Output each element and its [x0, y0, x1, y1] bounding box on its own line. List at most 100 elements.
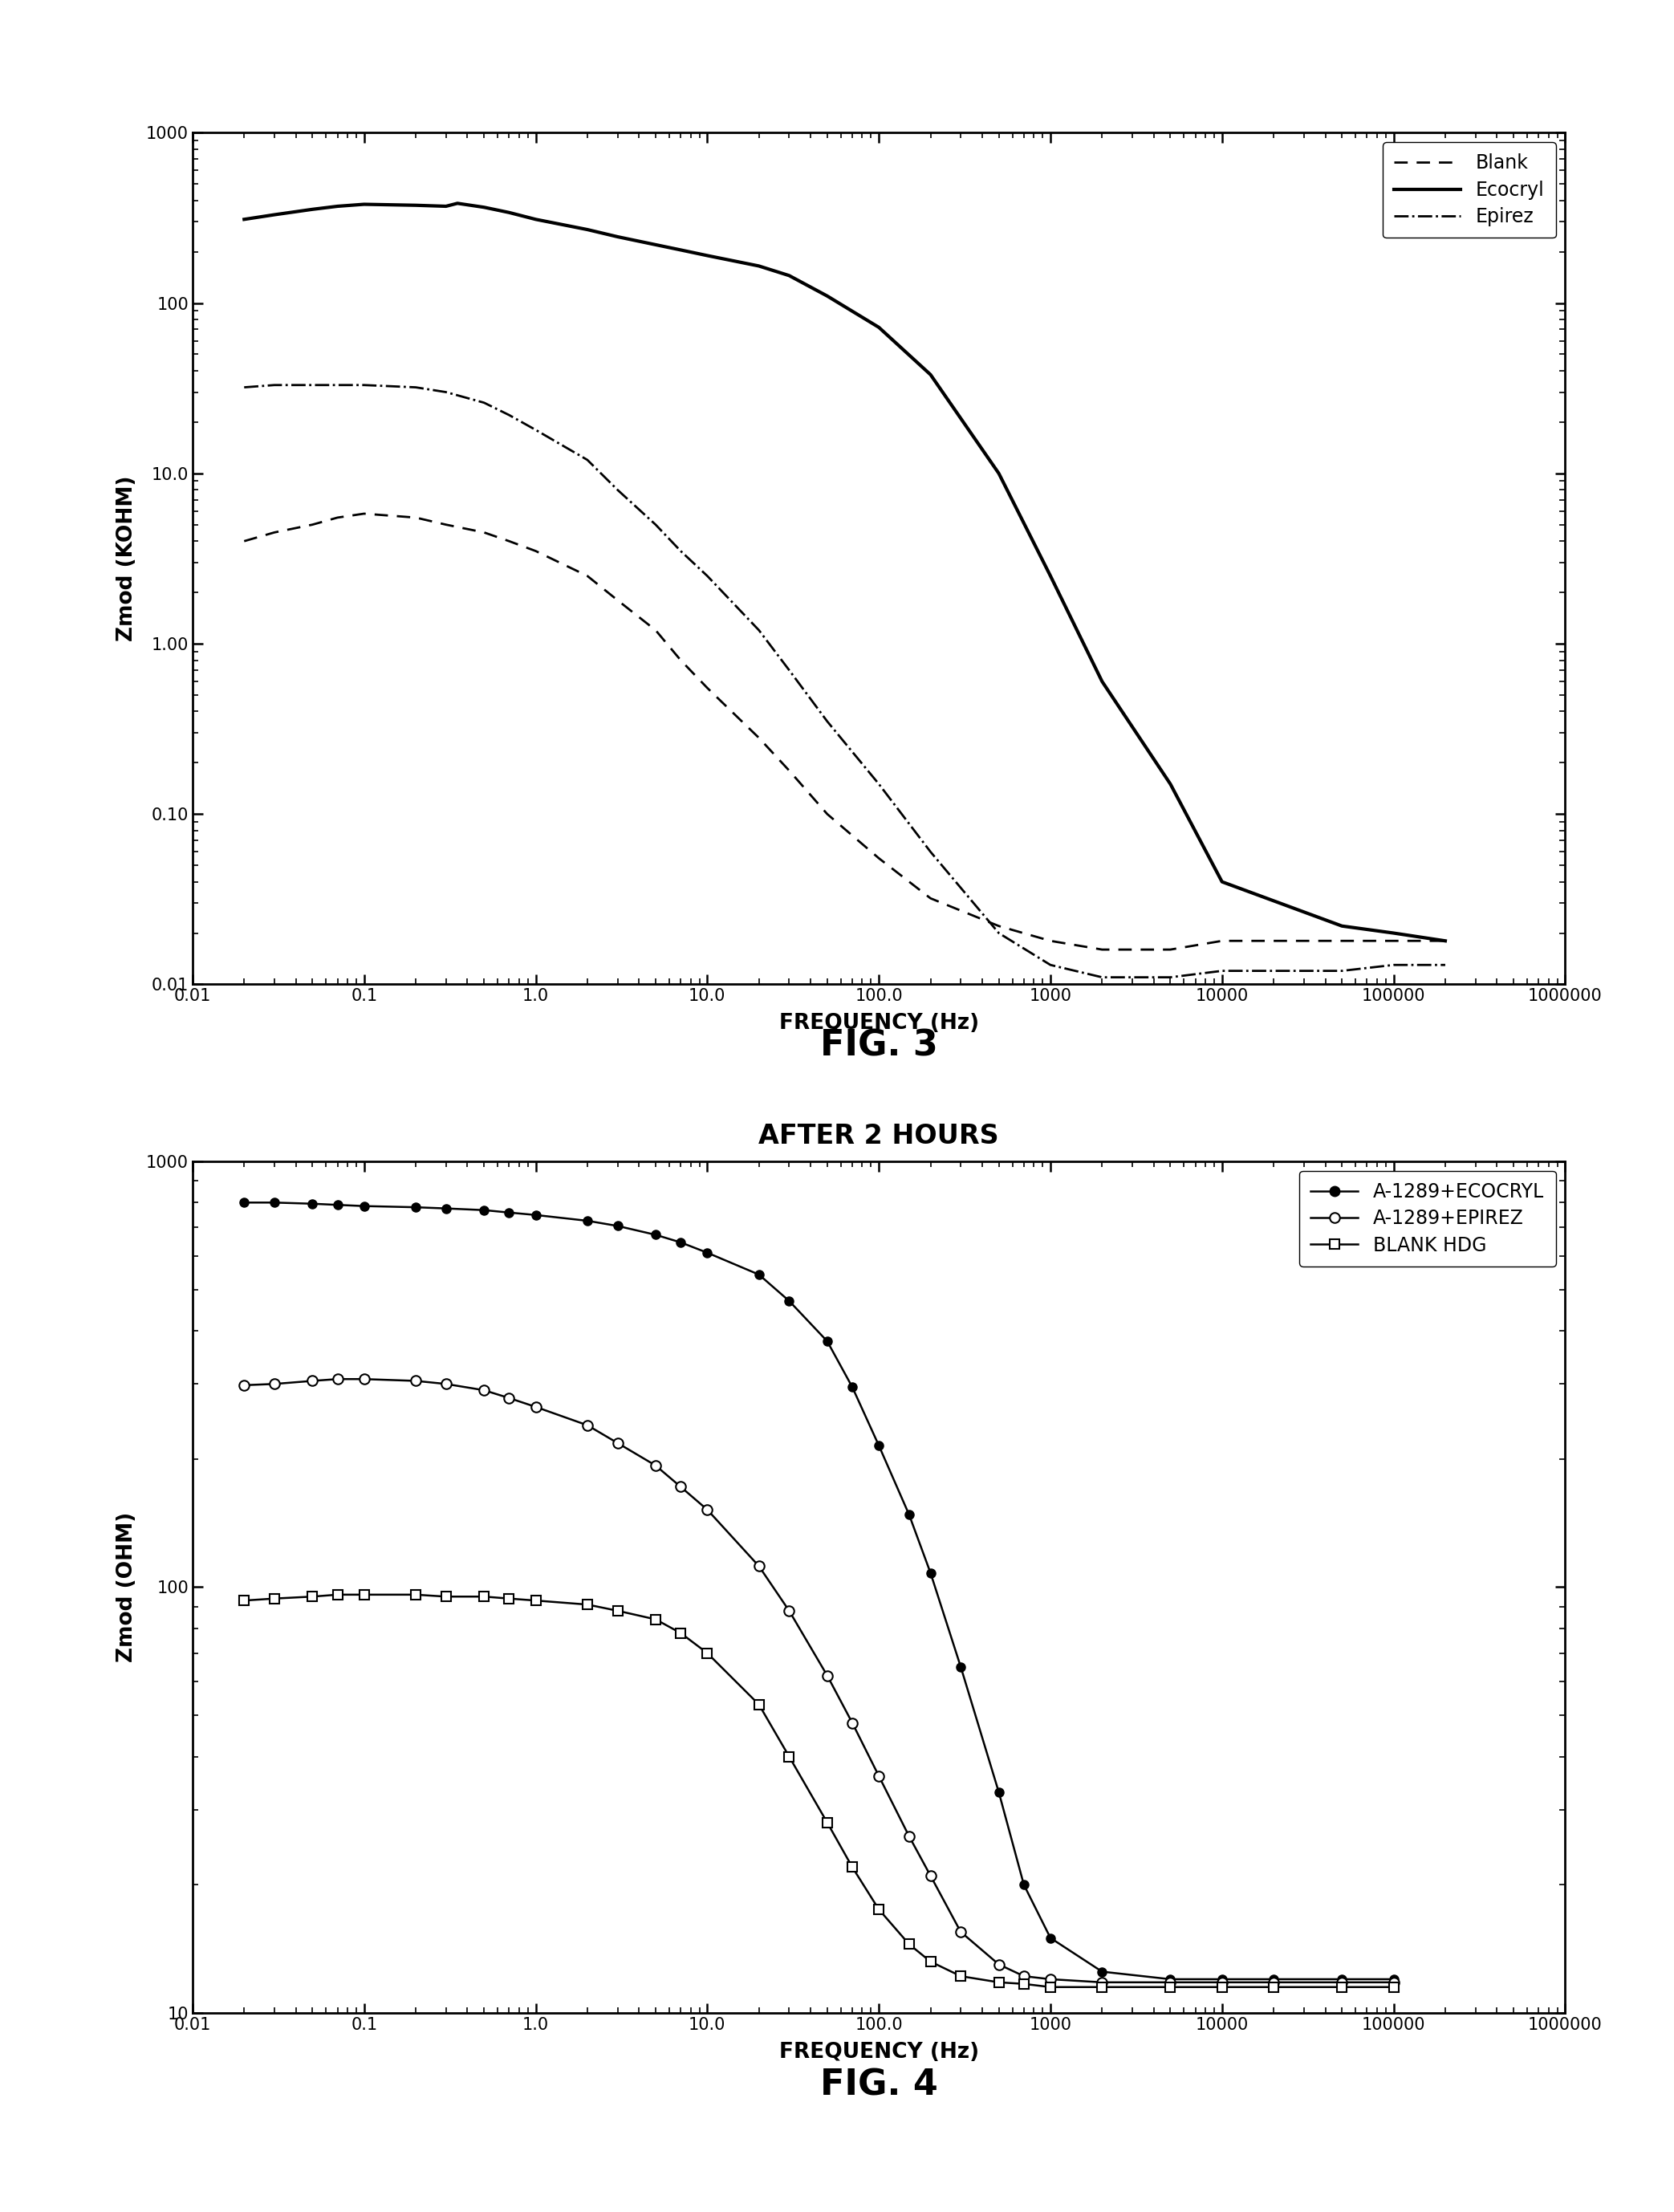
- A-1289+EPIREZ: [405, 1367, 425, 1394]
- BLANK HDG: [1383, 1973, 1403, 2000]
- BLANK HDG: [748, 1692, 768, 1719]
- A-1289+ECOCRYL: [778, 1287, 798, 1314]
- Text: FIG. 4: FIG. 4: [820, 2068, 937, 2104]
- Ecocryl: [234, 206, 254, 232]
- A-1289+EPIREZ: [989, 1951, 1009, 1978]
- Ecocryl: [696, 243, 716, 270]
- Line: Blank: Blank: [244, 513, 1445, 949]
- BLANK HDG: [355, 1582, 375, 1608]
- BLANK HDG: [817, 1809, 837, 1836]
- A-1289+ECOCRYL: [921, 1559, 941, 1586]
- A-1289+EPIREZ: [899, 1823, 919, 1849]
- Epirez: [921, 838, 941, 865]
- Ecocryl: [435, 192, 455, 219]
- Blank: [748, 726, 768, 752]
- Epirez: [1333, 958, 1353, 984]
- Blank: [1160, 936, 1180, 962]
- A-1289+ECOCRYL: [328, 1192, 348, 1219]
- A-1289+ECOCRYL: [842, 1374, 862, 1400]
- A-1289+EPIREZ: [778, 1597, 798, 1624]
- A-1289+EPIREZ: [951, 1918, 971, 1944]
- A-1289+ECOCRYL: [989, 1778, 1009, 1805]
- BLANK HDG: [1014, 1971, 1035, 1997]
- Epirez: [1091, 964, 1112, 991]
- Blank: [646, 617, 666, 644]
- A-1289+EPIREZ: [234, 1371, 254, 1398]
- BLANK HDG: [696, 1639, 716, 1666]
- BLANK HDG: [869, 1896, 889, 1922]
- Epirez: [1383, 951, 1403, 978]
- Ecocryl: [748, 252, 768, 279]
- Blank: [608, 586, 628, 613]
- Blank: [474, 520, 494, 546]
- Blank: [1435, 927, 1455, 953]
- Epirez: [1435, 951, 1455, 978]
- Blank: [1040, 927, 1061, 953]
- A-1289+EPIREZ: [328, 1365, 348, 1391]
- BLANK HDG: [1333, 1973, 1353, 2000]
- A-1289+EPIREZ: [1040, 1966, 1061, 1993]
- Ecocryl: [1435, 927, 1455, 953]
- BLANK HDG: [989, 1969, 1009, 1995]
- A-1289+EPIREZ: [1383, 1969, 1403, 1995]
- A-1289+EPIREZ: [578, 1411, 598, 1438]
- A-1289+ECOCRYL: [817, 1327, 837, 1354]
- Blank: [405, 504, 425, 531]
- Ecocryl: [355, 190, 375, 217]
- Epirez: [355, 372, 375, 398]
- Ecocryl: [608, 223, 628, 250]
- Epirez: [1040, 951, 1061, 978]
- Blank: [1333, 927, 1353, 953]
- Ecocryl: [526, 206, 546, 232]
- A-1289+ECOCRYL: [303, 1190, 323, 1217]
- Epirez: [435, 378, 455, 405]
- A-1289+ECOCRYL: [1264, 1966, 1284, 1993]
- Blank: [355, 500, 375, 526]
- Legend: Blank, Ecocryl, Epirez: Blank, Ecocryl, Epirez: [1383, 142, 1555, 239]
- BLANK HDG: [646, 1606, 666, 1632]
- A-1289+ECOCRYL: [234, 1190, 254, 1217]
- Blank: [435, 511, 455, 538]
- Line: Epirez: Epirez: [244, 385, 1445, 978]
- BLANK HDG: [264, 1586, 285, 1613]
- Epirez: [671, 538, 691, 564]
- Blank: [1383, 927, 1403, 953]
- A-1289+ECOCRYL: [264, 1190, 285, 1217]
- A-1289+ECOCRYL: [1014, 1871, 1035, 1898]
- BLANK HDG: [1091, 1973, 1112, 2000]
- A-1289+EPIREZ: [1264, 1969, 1284, 1995]
- BLANK HDG: [842, 1854, 862, 1880]
- A-1289+ECOCRYL: [748, 1261, 768, 1287]
- Ecocryl: [499, 199, 519, 226]
- A-1289+ECOCRYL: [1040, 1924, 1061, 1951]
- Blank: [264, 520, 285, 546]
- A-1289+ECOCRYL: [474, 1197, 494, 1223]
- BLANK HDG: [1212, 1973, 1232, 2000]
- Text: FIG. 3: FIG. 3: [820, 1029, 937, 1064]
- Ecocryl: [578, 217, 598, 243]
- A-1289+ECOCRYL: [435, 1194, 455, 1221]
- Blank: [1212, 927, 1232, 953]
- Ecocryl: [303, 197, 323, 223]
- Ecocryl: [817, 283, 837, 310]
- Blank: [578, 562, 598, 588]
- Ecocryl: [264, 201, 285, 228]
- A-1289+EPIREZ: [921, 1863, 941, 1889]
- Epirez: [264, 372, 285, 398]
- Ecocryl: [474, 195, 494, 221]
- Ecocryl: [869, 314, 889, 341]
- A-1289+EPIREZ: [435, 1371, 455, 1398]
- BLANK HDG: [1264, 1973, 1284, 2000]
- A-1289+ECOCRYL: [608, 1212, 628, 1239]
- A-1289+ECOCRYL: [696, 1239, 716, 1265]
- Y-axis label: Zmod (OHM): Zmod (OHM): [116, 1513, 137, 1661]
- BLANK HDG: [578, 1590, 598, 1617]
- Blank: [1091, 936, 1112, 962]
- Ecocryl: [1160, 770, 1180, 796]
- BLANK HDG: [1040, 1973, 1061, 2000]
- BLANK HDG: [778, 1743, 798, 1770]
- Ecocryl: [1040, 562, 1061, 588]
- Epirez: [696, 562, 716, 588]
- A-1289+EPIREZ: [1014, 1962, 1035, 1989]
- A-1289+EPIREZ: [474, 1376, 494, 1402]
